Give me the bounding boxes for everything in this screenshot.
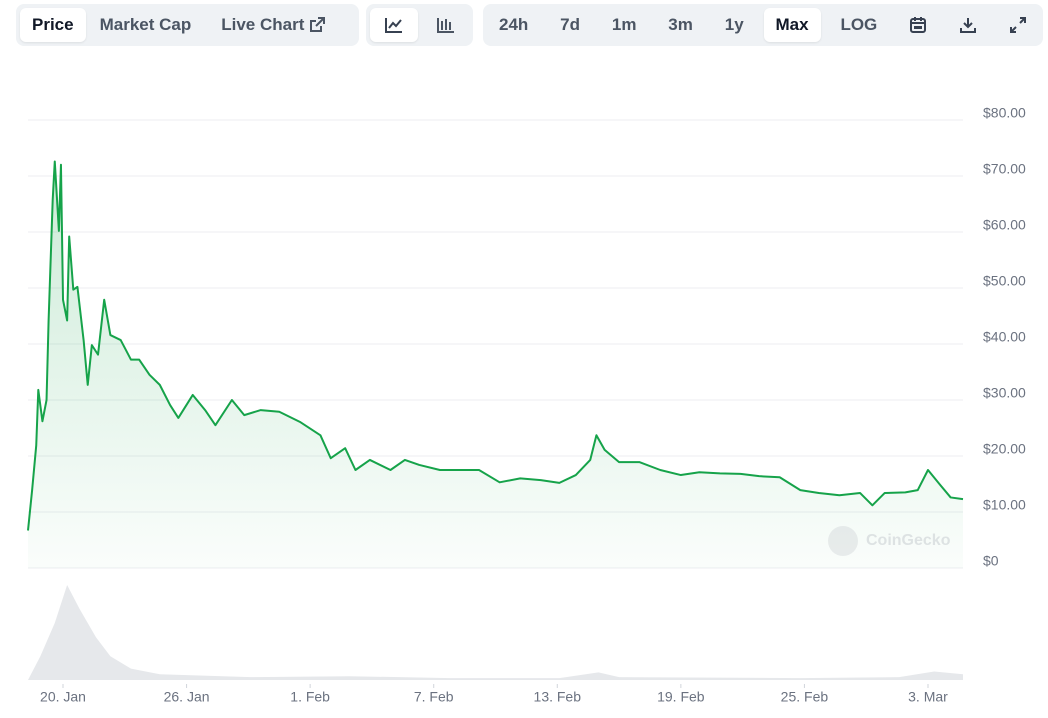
y-tick-label: $0 (983, 553, 999, 569)
y-tick-label: $70.00 (983, 161, 1026, 177)
expand-icon (1009, 17, 1026, 33)
y-tick-label: $20.00 (983, 441, 1026, 457)
range-label: 7d (560, 15, 580, 34)
y-tick-label: $10.00 (983, 497, 1026, 513)
range-group: 24h 7d 1m 3m 1y Max LOG (483, 4, 1043, 46)
y-tick-label: $60.00 (983, 217, 1026, 233)
candle-view-button[interactable] (422, 8, 470, 42)
range-button[interactable]: 7d (548, 8, 592, 42)
range-label: 24h (499, 15, 529, 34)
range-label: Max (775, 15, 809, 34)
x-tick-label: 3. Mar (908, 689, 948, 705)
view-group (366, 4, 473, 46)
range-label: 1m (611, 15, 637, 34)
external-icon (310, 17, 326, 32)
tab[interactable]: Live Chart (209, 8, 338, 42)
x-tick-label: 7. Feb (414, 689, 454, 705)
range-button[interactable]: LOG (828, 8, 889, 42)
x-tick-label: 25. Feb (781, 689, 829, 705)
x-tick-label: 19. Feb (657, 689, 705, 705)
price-line (27, 160, 964, 531)
x-tick-label: 13. Feb (534, 689, 582, 705)
range-button[interactable]: 1y (713, 8, 756, 42)
tab-group: Price Market Cap Live Chart (16, 4, 359, 46)
y-tick-label: $80.00 (983, 105, 1026, 121)
calendar-button[interactable] (897, 8, 939, 42)
x-tick-label: 1. Feb (290, 689, 330, 705)
range-button[interactable]: 1m (600, 8, 649, 42)
range-label: 1y (724, 15, 744, 34)
watermark-text: CoinGecko (866, 532, 951, 549)
line-icon (385, 18, 402, 33)
tab-label: Market Cap (99, 15, 192, 34)
tab[interactable]: Market Cap (88, 8, 204, 42)
range-button[interactable]: 3m (656, 8, 705, 42)
fullscreen-button[interactable] (997, 8, 1039, 42)
tab-label: Live Chart (221, 15, 305, 34)
download-button[interactable] (947, 8, 989, 42)
range-label: 3m (668, 15, 693, 34)
y-tick-label: $50.00 (983, 273, 1026, 289)
tab[interactable]: Price (20, 8, 86, 42)
volume-area (28, 585, 963, 680)
price-area (28, 161, 963, 568)
tab-label: Price (32, 15, 74, 34)
download-icon (960, 18, 977, 33)
x-tick-label: 26. Jan (164, 689, 210, 705)
watermark-logo (828, 526, 858, 556)
range-button[interactable]: 24h (487, 8, 540, 42)
range-button[interactable]: Max (763, 8, 821, 42)
watermark: CoinGecko (828, 526, 951, 556)
line-view-button[interactable] (370, 8, 418, 42)
candle-icon (437, 18, 454, 33)
y-tick-label: $30.00 (983, 385, 1026, 401)
y-tick-label: $40.00 (983, 329, 1026, 345)
x-tick-label: 20. Jan (40, 689, 86, 705)
calendar-icon (910, 17, 927, 33)
range-label: LOG (840, 15, 878, 34)
